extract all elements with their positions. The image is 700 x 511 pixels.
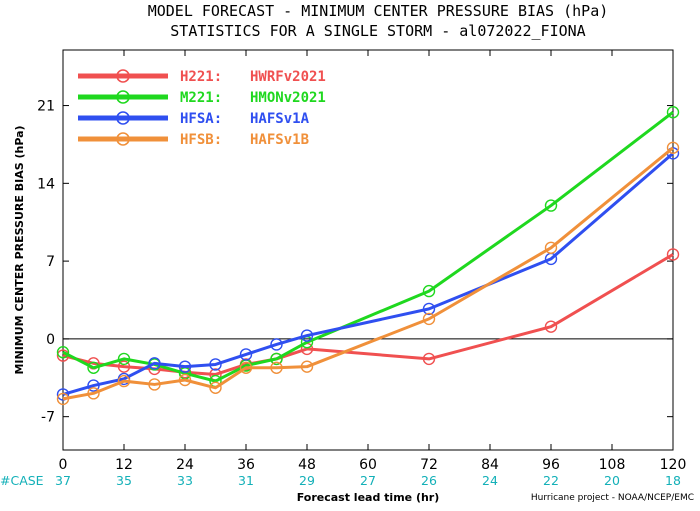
case-count: 26 [421, 473, 437, 488]
axes: 0371235243336314829602772268424962210820… [37, 50, 686, 488]
series-line [62, 146, 674, 401]
series-hmonv2021 [56, 106, 680, 388]
y-tick-label: 21 [37, 99, 55, 115]
x-axis-label: Forecast lead time (hr) [297, 491, 440, 504]
x-tick-label: 60 [359, 457, 377, 473]
data-point [148, 378, 161, 391]
y-tick-label: 0 [46, 332, 55, 348]
legend-code: HFSA: [180, 111, 222, 127]
series-line [62, 253, 674, 376]
data-point [300, 329, 314, 342]
data-point [666, 106, 680, 119]
legend-code: M221: [180, 90, 222, 106]
x-tick-label: 48 [298, 457, 316, 473]
legend-item: HFSB: HAFSv1B [78, 132, 309, 148]
case-count: 35 [116, 473, 132, 488]
data-point [87, 387, 100, 400]
series-line [62, 111, 674, 383]
data-point [666, 141, 680, 154]
data-point [178, 373, 192, 387]
legend-item: HFSA: HAFSv1A [78, 111, 310, 127]
case-count: 22 [543, 473, 559, 488]
chart-title-line-2: STATISTICS FOR A SINGLE STORM - al072022… [170, 22, 585, 40]
x-tick-label: 24 [176, 457, 194, 473]
legend-swatch-marker [116, 111, 130, 125]
legend-name: HMONv2021 [250, 90, 326, 106]
legend: H221: HWRFv2021 M221: HMONv2021 HFSA: HAFSv1A… [78, 69, 326, 148]
y-tick-label: 14 [37, 176, 55, 192]
credit-text: Hurricane project - NOAA/NCEP/EMC [531, 493, 694, 503]
chart-title-line-1: MODEL FORECAST - MINIMUM CENTER PRESSURE… [148, 2, 609, 20]
legend-item: M221: HMONv2021 [78, 90, 326, 106]
series-hafsv1a [56, 147, 680, 401]
x-tick-label: 0 [59, 457, 68, 473]
data-point [422, 312, 436, 326]
data-point [117, 374, 131, 388]
legend-name: HAFSv1A [250, 111, 310, 127]
data-point [56, 346, 70, 359]
series-hafsv1b [56, 141, 680, 406]
data-point [117, 360, 131, 373]
data-point [117, 352, 131, 366]
y-tick-label: -7 [41, 410, 55, 426]
data-point [87, 379, 100, 392]
data-point [422, 284, 436, 298]
legend-swatch-marker [116, 132, 130, 146]
legend-item: H221: HWRFv2021 [78, 69, 326, 85]
y-tick-label: 7 [46, 254, 55, 270]
data-point [209, 381, 222, 394]
series-layer [56, 106, 680, 406]
case-count: 18 [665, 473, 681, 488]
data-point [178, 360, 192, 373]
data-point [270, 338, 283, 351]
y-axis-label: MINIMUM CENTER PRESSURE BIAS (hPa) [13, 125, 26, 374]
x-tick-label: 12 [115, 457, 133, 473]
case-count: 29 [299, 473, 315, 488]
case-count: 33 [177, 473, 193, 488]
data-point [239, 361, 253, 374]
x-tick-label: 96 [542, 457, 560, 473]
legend-name: HAFSv1B [250, 132, 309, 148]
data-point [422, 352, 436, 366]
legend-code: H221: [180, 69, 222, 85]
data-point [544, 241, 558, 254]
data-point [148, 357, 161, 370]
data-point [56, 392, 70, 406]
data-point [544, 199, 558, 212]
case-count: 31 [238, 473, 254, 488]
case-count: 37 [55, 473, 71, 488]
legend-swatch-marker [116, 90, 130, 104]
data-point [422, 302, 436, 316]
legend-code: HFSB: [180, 132, 222, 148]
data-point [300, 360, 314, 373]
x-tick-label: 120 [660, 457, 687, 473]
legend-swatch-marker [116, 69, 130, 83]
data-point [209, 358, 222, 371]
case-count: 27 [360, 473, 376, 488]
x-tick-label: 36 [237, 457, 255, 473]
data-point [239, 348, 253, 361]
data-point [270, 361, 283, 374]
data-point [270, 352, 283, 366]
data-point [544, 320, 558, 333]
case-count: 24 [482, 473, 498, 488]
data-point [56, 388, 70, 401]
x-tick-label: 84 [481, 457, 499, 473]
case-label: #CASE [0, 473, 44, 488]
legend-name: HWRFv2021 [250, 69, 326, 85]
x-tick-label: 72 [420, 457, 438, 473]
data-point [666, 248, 680, 261]
x-tick-label: 108 [599, 457, 626, 473]
data-point [87, 361, 100, 374]
case-count: 20 [604, 473, 620, 488]
